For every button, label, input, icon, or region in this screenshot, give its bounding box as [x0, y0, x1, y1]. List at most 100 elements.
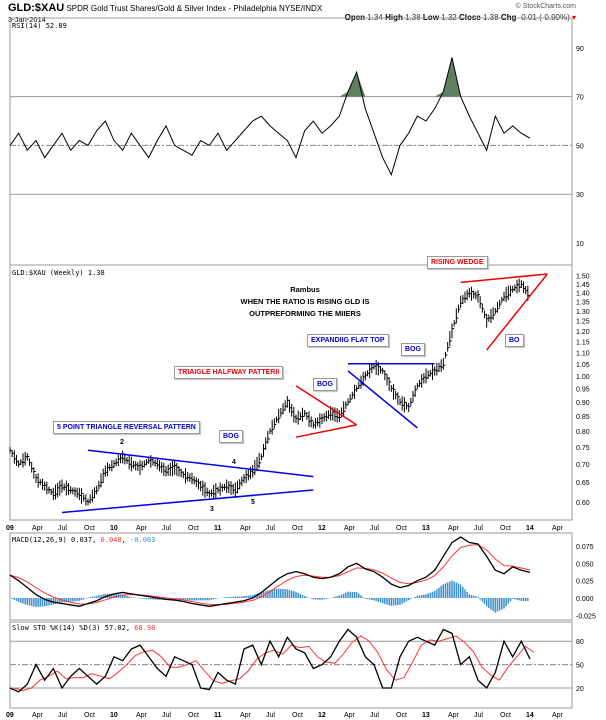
price-tick: 0.80: [576, 429, 590, 436]
price-tick: 0.70: [576, 462, 590, 469]
rsi-line: [9, 57, 531, 177]
date-axis-label: 11: [214, 525, 222, 532]
date-axis-bottom-label: Apr: [240, 712, 252, 719]
price-tick: 1.05: [576, 362, 590, 369]
date-axis-label: Apr: [136, 525, 148, 532]
macd-signal-line: [9, 544, 531, 606]
price-tick: 1.00: [576, 374, 590, 381]
date-axis-bottom-label: 12: [318, 712, 326, 719]
macd-title: MACD(12,26,9) 0.037, 0.040, -0.003: [12, 536, 156, 544]
date-axis-label: 14: [526, 525, 534, 532]
author: Rambus: [290, 285, 320, 294]
date-axis-bottom-label: Oct: [292, 712, 303, 719]
rsi-tick: 50: [576, 143, 584, 150]
date-axis-bottom-label: Apr: [448, 712, 460, 719]
date-axis-bottom-label: 10: [110, 712, 118, 719]
date-axis-label: Jul: [58, 525, 67, 532]
date-axis-label: Jul: [162, 525, 171, 532]
macd-value: 0.037: [71, 536, 93, 544]
sto-tick: 80: [576, 639, 584, 646]
date-axis-bottom-label: 14: [526, 712, 534, 719]
date-axis-bottom-label: 09: [6, 712, 14, 719]
date-axis-label: Apr: [32, 525, 44, 532]
date-axis-label: Apr: [344, 525, 356, 532]
symbol: GLD:$XAU: [8, 2, 65, 14]
five-point-triangle-label: 5 POINT TRIANGLE REVERSAL PATTERN: [53, 421, 200, 434]
panel-frame-1: [9, 264, 573, 521]
author-note: Rambus WHEN THE RATIO IS RISING GLD IS O…: [230, 284, 380, 320]
sto-d-value: 68.98: [134, 624, 156, 632]
bog-label-3: BOG: [401, 343, 425, 356]
date-axis-bottom-label: Oct: [84, 712, 95, 719]
bo-label: BO: [505, 334, 524, 347]
date-axis-bottom-label: Oct: [500, 712, 511, 719]
sto-title: Slow STO %K(14) %D(3) 57.02, 68.98: [12, 624, 156, 632]
macd-tick: 0.025: [576, 579, 594, 586]
chart-title: GLD:$XAU SPDR Gold Trust Shares/Gold & S…: [8, 2, 322, 14]
date-axis-bottom-label: Jul: [58, 712, 67, 719]
date-axis-bottom-label: Oct: [188, 712, 199, 719]
date-axis-label: Oct: [84, 525, 95, 532]
rising-wedge-label: RISING WEDGE: [427, 256, 488, 269]
description: SPDR Gold Trust Shares/Gold & Silver Ind…: [66, 4, 277, 13]
sto-tick: 50: [576, 663, 584, 670]
macd-signal-value: 0.040: [100, 536, 122, 544]
wedge-upper-line: [460, 273, 548, 284]
price-tick: 1.25: [576, 319, 590, 326]
point-3: 3: [210, 506, 214, 513]
comment-line-2: OUTPREFORMING THE MIIERS: [249, 309, 361, 318]
sto-d-line: [13, 635, 535, 692]
wedge-lower-line: [486, 273, 548, 351]
date-axis-label: Oct: [396, 525, 407, 532]
point-4: 4: [232, 459, 236, 466]
price-tick: 1.20: [576, 329, 590, 336]
date-axis-label: 13: [422, 525, 430, 532]
sto-label: Slow STO %K(14) %D(3): [12, 624, 101, 632]
triangle-lower-line: [61, 489, 314, 514]
price-tick: 0.60: [576, 500, 590, 507]
rsi-title: RSI(14) 52.89: [12, 22, 67, 30]
date-axis-bottom-label: Apr: [32, 712, 44, 719]
date-axis-bottom-label: Oct: [396, 712, 407, 719]
triangle-halfway-label: TRIAIGLE HALFWAY PATTERII: [174, 366, 284, 379]
chart-date: 3-Jan-2014: [8, 15, 46, 24]
price-tick: 1.30: [576, 309, 590, 316]
date-axis-bottom-label: Apr: [344, 712, 356, 719]
halfway-lower-line: [295, 424, 357, 438]
date-axis-bottom-label: Apr: [552, 712, 564, 719]
triangle-upper-line: [87, 449, 314, 478]
price-tick: 1.10: [576, 350, 590, 357]
date-axis-bottom-label: 13: [422, 712, 430, 719]
date-axis-label: Apr: [552, 525, 564, 532]
price-tick: 1.15: [576, 339, 590, 346]
date-axis-label: 10: [110, 525, 118, 532]
price-tick: 1.50: [576, 274, 590, 281]
macd-label: MACD(12,26,9): [12, 536, 67, 544]
sto-tick: 20: [576, 686, 584, 693]
rsi-tick: 70: [576, 95, 584, 102]
date-axis-label: Apr: [448, 525, 460, 532]
price-tick: 0.75: [576, 445, 590, 452]
point-2: 2: [120, 439, 124, 446]
macd-tick: 0.075: [576, 544, 594, 551]
exchange: NYSE/INDX: [279, 4, 323, 13]
flat-top-lower-line: [347, 370, 418, 429]
bog-label-2: BOG: [313, 378, 337, 391]
date-axis-bottom-label: Jul: [162, 712, 171, 719]
expanding-flat-top-label: EXPANDIIG FLAT TOP: [307, 334, 389, 347]
date-axis-label: Jul: [370, 525, 379, 532]
macd-tick: -0.025: [576, 613, 596, 620]
rsi-tick: 10: [576, 241, 584, 248]
price-tick: 0.95: [576, 386, 590, 393]
date-axis-label: Oct: [292, 525, 303, 532]
down-arrow-icon: ▾: [571, 13, 576, 22]
halfway-upper-line: [295, 385, 358, 426]
date-axis-label: Oct: [188, 525, 199, 532]
price-title: GLD:$XAU (Weekly) 1.38: [12, 269, 105, 277]
date-axis-label: Oct: [500, 525, 511, 532]
comment-line-1: WHEN THE RATIO IS RISING GLD IS: [240, 297, 370, 306]
price-tick: 0.85: [576, 414, 590, 421]
date-axis-bottom-label: Jul: [370, 712, 379, 719]
